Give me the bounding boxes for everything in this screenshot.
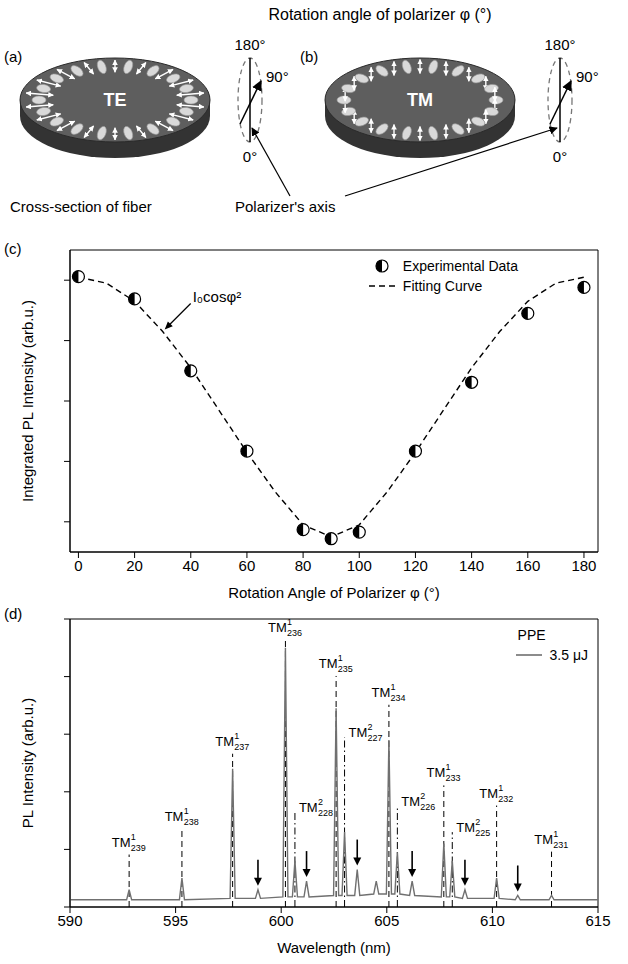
svg-text:Rotation Angle of Polarizer φ: Rotation Angle of Polarizer φ (°) [228,584,440,601]
svg-text:1: 1 [498,783,503,793]
svg-text:1: 1 [446,762,451,772]
svg-text:I₀cosφ²: I₀cosφ² [193,288,241,305]
svg-text:595: 595 [163,912,188,929]
svg-text:0°: 0° [243,148,257,165]
svg-text:40: 40 [182,557,199,574]
svg-text:232: 232 [498,794,513,804]
svg-text:TM: TM [299,800,318,815]
svg-text:2: 2 [368,722,373,732]
svg-text:605: 605 [374,912,399,929]
html-text:PPE: PPE [517,627,546,643]
svg-text:TM: TM [215,734,234,749]
svg-text:590: 590 [57,912,82,929]
svg-text:80: 80 [295,557,312,574]
svg-text:TM: TM [268,620,287,635]
svg-text:TE: TE [103,90,126,110]
html-text:(d): (d) [4,605,23,622]
svg-text:Wavelength (nm): Wavelength (nm) [277,939,391,956]
svg-text:238: 238 [184,817,199,827]
svg-text:(a): (a) [4,48,22,65]
svg-text:1: 1 [234,731,239,741]
svg-text:TM: TM [112,835,131,850]
svg-text:180°: 180° [234,36,265,53]
svg-text:237: 237 [234,742,249,752]
svg-text:1: 1 [184,806,189,816]
svg-text:610: 610 [480,912,505,929]
svg-text:60: 60 [239,557,256,574]
svg-text:TM: TM [456,820,475,835]
svg-text:228: 228 [318,808,333,818]
svg-text:2: 2 [420,791,425,801]
svg-text:TM: TM [479,786,498,801]
svg-text:180°: 180° [544,36,575,53]
svg-text:180: 180 [571,557,596,574]
svg-text:TM: TM [349,725,368,740]
html-text:(c): (c) [4,240,22,257]
svg-text:20: 20 [126,557,143,574]
html-text:Fitting Curve: Fitting Curve [402,278,483,294]
svg-text:0: 0 [74,557,82,574]
svg-text:TM: TM [319,656,338,671]
svg-text:90°: 90° [576,68,599,85]
svg-text:TM: TM [427,765,446,780]
svg-text:120: 120 [403,557,428,574]
svg-text:Integrated PL Intensity (arb.u: Integrated PL Intensity (arb.u.) [19,300,36,502]
svg-text:233: 233 [446,773,461,783]
svg-text:225: 225 [475,828,490,838]
svg-text:1: 1 [553,829,558,839]
html-text:Experimental Data: Experimental Data [402,258,518,274]
svg-text:TM: TM [401,794,420,809]
svg-text:Rotation angle of polarizer φ: Rotation angle of polarizer φ (°) [268,6,491,23]
svg-text:Polarizer's axis: Polarizer's axis [235,198,335,215]
svg-text:600: 600 [269,912,294,929]
svg-text:Cross-section of fiber: Cross-section of fiber [10,198,152,215]
svg-text:1: 1 [338,653,343,663]
svg-text:1: 1 [131,832,136,842]
svg-text:90°: 90° [266,68,289,85]
svg-text:0°: 0° [553,148,567,165]
svg-text:2: 2 [318,797,323,807]
svg-text:1: 1 [391,682,396,692]
svg-text:236: 236 [287,628,302,638]
svg-text:TM: TM [534,832,553,847]
svg-text:160: 160 [515,557,540,574]
html-text:3.5 μJ: 3.5 μJ [549,647,588,663]
svg-text:TM: TM [407,90,433,110]
svg-text:234: 234 [391,693,406,703]
svg-text:227: 227 [368,733,383,743]
svg-text:PL Intensity (arb.u.): PL Intensity (arb.u.) [19,698,36,828]
svg-text:615: 615 [585,912,610,929]
svg-text:TM: TM [165,809,184,824]
svg-text:2: 2 [475,817,480,827]
svg-text:140: 140 [459,557,484,574]
svg-text:231: 231 [553,840,568,850]
svg-text:TM: TM [372,685,391,700]
svg-text:1: 1 [287,617,292,627]
svg-text:100: 100 [347,557,372,574]
svg-text:235: 235 [338,664,353,674]
svg-text:226: 226 [420,802,435,812]
svg-text:239: 239 [131,843,146,853]
svg-text:(b): (b) [300,48,318,65]
